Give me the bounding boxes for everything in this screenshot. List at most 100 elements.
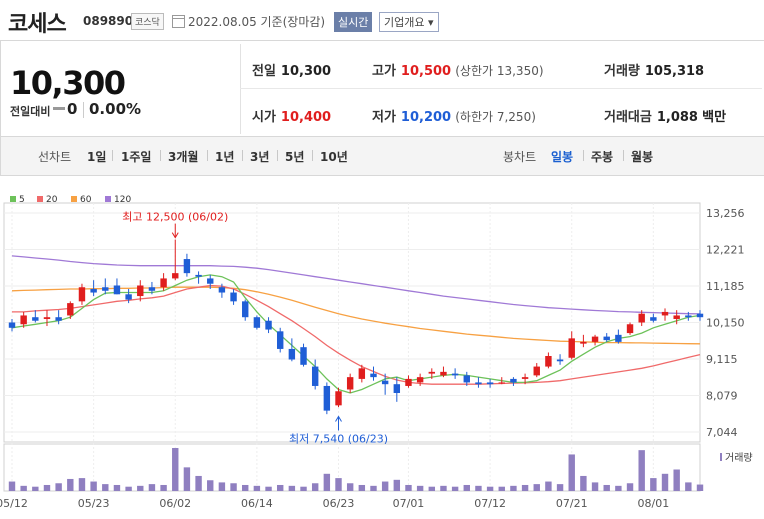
candle-body (20, 315, 27, 325)
divider (623, 150, 624, 161)
candle-body (137, 285, 144, 297)
candle-body (265, 320, 272, 330)
low-value: 10,200 (400, 110, 452, 125)
market-badge: 코스닥 (131, 13, 164, 30)
candle-body (510, 378, 517, 383)
period-1d[interactable]: 1일 (87, 150, 107, 164)
candle-body (673, 315, 680, 319)
candle-body (8, 322, 16, 328)
volume-bar (300, 486, 307, 491)
volume-bar (242, 484, 249, 491)
volume-bar (183, 467, 191, 491)
volume-bar (323, 473, 331, 491)
candle-daily[interactable]: 일봉 (551, 150, 574, 164)
as-of-date: 2022.08.05 기준(장마감) (188, 15, 326, 29)
candle-body (498, 382, 505, 384)
x-tick-label: 06/02 (159, 497, 191, 510)
volume-bar (370, 485, 377, 491)
volume-bar (32, 486, 39, 491)
candle-body (661, 311, 669, 316)
amount-label: 거래대금 (604, 110, 652, 125)
volume-bar (451, 486, 459, 491)
volume-label: 거래량 (604, 64, 640, 79)
candle-body (580, 341, 587, 344)
upper-limit: (상한가 13,350) (455, 64, 544, 78)
candle-body (125, 294, 132, 300)
amount-value: 1,088 (656, 110, 698, 125)
prev-close-cell: 전일 10,300 (252, 60, 331, 79)
y-tick-label: 10,150 (706, 317, 745, 330)
candle-body (148, 287, 156, 291)
legend-label: 120 (114, 195, 132, 205)
divider (277, 150, 278, 161)
period-3m[interactable]: 3개월 (168, 150, 199, 164)
period-1w[interactable]: 1주일 (121, 150, 152, 164)
prev-close-label: 전일 (252, 64, 276, 79)
volume-bar (696, 484, 704, 491)
volume-bar (533, 484, 540, 491)
legend-swatch (105, 196, 111, 202)
divider (112, 150, 113, 161)
volume-bar (346, 483, 354, 491)
period-5y[interactable]: 5년 (285, 150, 305, 164)
candle-body (172, 273, 179, 279)
period-10y[interactable]: 10년 (320, 150, 348, 164)
volume-bar (568, 454, 575, 491)
period-3y[interactable]: 3년 (250, 150, 270, 164)
volume-bar (428, 486, 436, 491)
x-tick-label: 07/01 (393, 497, 425, 510)
period-1y[interactable]: 1년 (215, 150, 235, 164)
candle-body (545, 355, 552, 367)
candle-monthly[interactable]: 월봉 (631, 150, 654, 164)
candle-body (113, 285, 121, 295)
realtime-button[interactable]: 실시간 (334, 12, 373, 32)
divider (240, 88, 762, 89)
prev-close-value: 10,300 (280, 64, 332, 79)
candle-body (440, 371, 447, 376)
candle-body (32, 317, 39, 321)
candle-body (195, 274, 202, 277)
candle-body (626, 324, 634, 334)
current-price: 10,300 (10, 64, 126, 102)
candle-body (638, 313, 645, 323)
change-percent: 0.00% (89, 100, 142, 118)
volume-bar (335, 478, 342, 491)
volume-cell: 거래량 105,318 (604, 60, 704, 79)
candle-weekly[interactable]: 주봉 (591, 150, 614, 164)
low-cell: 저가 10,200 (하한가 7,250) (372, 106, 536, 125)
ma60-line (11, 286, 701, 345)
volume-bar (405, 484, 412, 491)
volume-bar (137, 485, 144, 491)
candle-body (335, 391, 342, 406)
volume-bar (207, 480, 214, 491)
y-tick-label: 12,221 (706, 244, 745, 257)
volume-bar (90, 481, 97, 491)
candle-body (230, 292, 237, 302)
candle-body (358, 368, 366, 379)
volume-bar (55, 483, 62, 491)
open-cell: 시가 10,400 (252, 106, 331, 125)
open-label: 시가 (252, 110, 276, 125)
candle-body (463, 375, 470, 383)
calendar-icon (172, 15, 185, 28)
volume-bar (160, 484, 167, 491)
candle-body (416, 377, 424, 383)
x-tick-label: 07/12 (474, 497, 506, 510)
candle-body (346, 377, 354, 390)
candle-body (43, 317, 51, 319)
x-tick-label: 07/21 (556, 497, 588, 510)
volume-bar (265, 486, 272, 491)
volume-bar (510, 485, 517, 491)
volume-bar (626, 483, 634, 491)
volume-bar (615, 485, 622, 491)
divider (83, 102, 84, 118)
candle-body (78, 287, 86, 302)
volume-bar (381, 481, 389, 491)
candle-body (276, 331, 284, 349)
legend-swatch (10, 196, 16, 202)
candle-body (381, 380, 389, 385)
stock-code: 089890 (83, 14, 134, 28)
company-info-dropdown[interactable]: 기업개요 ▾ (379, 12, 439, 32)
volume-bar (463, 484, 470, 491)
